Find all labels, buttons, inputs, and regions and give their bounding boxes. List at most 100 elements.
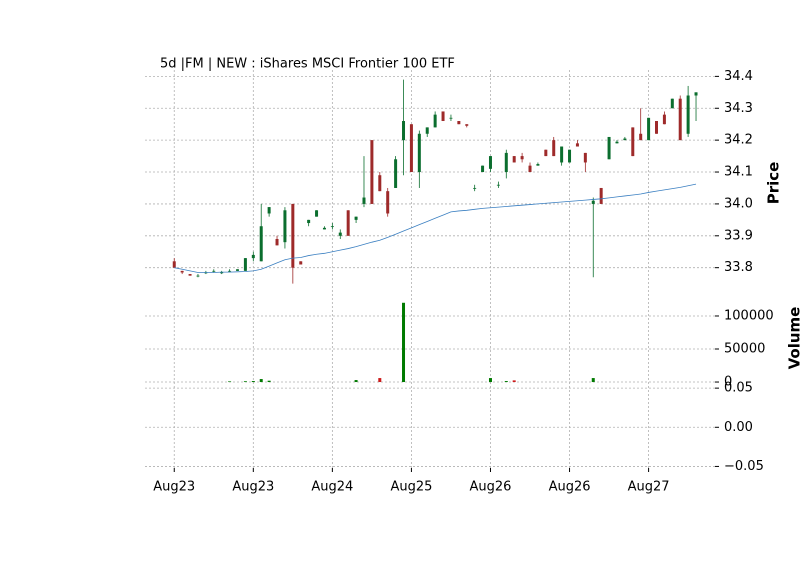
candle-body (433, 114, 437, 128)
candle-body (378, 175, 382, 192)
candle-body (315, 210, 319, 217)
candle-body (409, 124, 413, 173)
candle-body (386, 191, 390, 214)
candle-body (346, 210, 350, 236)
candle-body (338, 232, 342, 236)
candle-body (251, 254, 255, 259)
y-tick-label: 33.9 (724, 228, 753, 243)
candle-body (220, 272, 224, 274)
candle-body (481, 165, 485, 173)
candle-body (623, 138, 627, 141)
candle-body (488, 156, 492, 169)
candle-body (528, 165, 532, 173)
y-tick-label: 34.1 (724, 165, 753, 180)
candle-body (394, 159, 398, 188)
candle-body (465, 124, 469, 126)
volume-bar (243, 381, 247, 383)
candle-body (504, 152, 508, 173)
candle-body (172, 261, 176, 268)
y-tick-label: 34.2 (724, 133, 753, 148)
candle-body (631, 127, 635, 157)
candle-body (639, 133, 643, 141)
volume-bar (488, 378, 492, 383)
candle-body (583, 152, 587, 163)
candle-body (243, 258, 247, 271)
candle-body (544, 149, 548, 157)
candle-body (441, 111, 445, 122)
y-tick-label: 34.4 (724, 69, 753, 84)
candle-body (560, 146, 564, 163)
candle-body (654, 121, 658, 134)
chart-title: 5d |FM | NEW : iShares MSCI Frontier 100… (160, 57, 455, 72)
candle-body (512, 156, 516, 163)
candle-body (212, 270, 216, 272)
candle-body (362, 197, 366, 204)
candle-body (496, 184, 500, 186)
volume-bar (228, 381, 232, 383)
candle-body (180, 270, 184, 273)
candle-body (425, 127, 429, 134)
y-axis-label: Price (765, 162, 783, 205)
x-tick-label: Aug24 (311, 480, 353, 495)
candle-body (196, 275, 200, 277)
candle-body (678, 98, 682, 141)
candle-body (330, 226, 334, 228)
candle-body (670, 98, 674, 109)
y-tick-label: 33.8 (724, 260, 753, 275)
candle-body (307, 219, 311, 224)
y-tick-label: 0.00 (724, 420, 753, 435)
y-tick-label: 0.05 (724, 381, 753, 396)
volume-bar (251, 381, 255, 383)
candle-body (354, 216, 358, 220)
candle-body (228, 270, 232, 272)
candle-body (607, 136, 611, 160)
candle-body (473, 187, 477, 189)
candle-body (449, 117, 453, 119)
y-tick-label: 50000 (724, 342, 765, 357)
candle-body (520, 156, 524, 160)
moving-average (174, 183, 697, 273)
volume-bar (267, 380, 271, 383)
candle-body (662, 114, 666, 125)
candle-body (686, 95, 690, 134)
candle-body (267, 207, 271, 214)
volume-bar (504, 381, 508, 383)
x-tick-label: Aug23 (232, 480, 274, 495)
x-tick-label: Aug26 (470, 480, 512, 495)
candle-body (552, 140, 556, 157)
candle-body (575, 143, 579, 147)
y-tick-label: −0.05 (724, 459, 764, 474)
candle-body (615, 141, 619, 144)
x-tick-label: Aug25 (390, 480, 432, 495)
volume-bar (354, 380, 358, 383)
candle-body (694, 92, 698, 96)
volume-bar (378, 378, 382, 383)
candle-body (370, 140, 374, 204)
volume-bar (402, 302, 406, 383)
x-tick-label: Aug23 (153, 480, 195, 495)
candle-body (568, 149, 572, 163)
candle-body (599, 187, 603, 204)
volume-bar (591, 378, 595, 383)
y2-axis-label: Volume (786, 307, 800, 370)
candle-body (417, 133, 421, 173)
candle-body (291, 203, 295, 268)
candle-body (322, 227, 326, 230)
volume-bar (512, 380, 516, 383)
candle-body (647, 117, 651, 141)
candle-body (235, 269, 239, 271)
candle-body (188, 274, 192, 276)
candle-body (275, 238, 279, 246)
volume-bar (259, 379, 263, 383)
y-tick-label: 0 (724, 375, 732, 390)
x-tick-label: Aug26 (549, 480, 591, 495)
candle-body (457, 121, 461, 125)
candle-body (591, 200, 595, 204)
candle-body (402, 121, 406, 141)
y-tick-label: 34.0 (724, 196, 753, 211)
y-tick-label: 34.3 (724, 101, 753, 116)
candle-body (283, 210, 287, 243)
candle-body (259, 226, 263, 262)
candle-body (299, 261, 303, 265)
